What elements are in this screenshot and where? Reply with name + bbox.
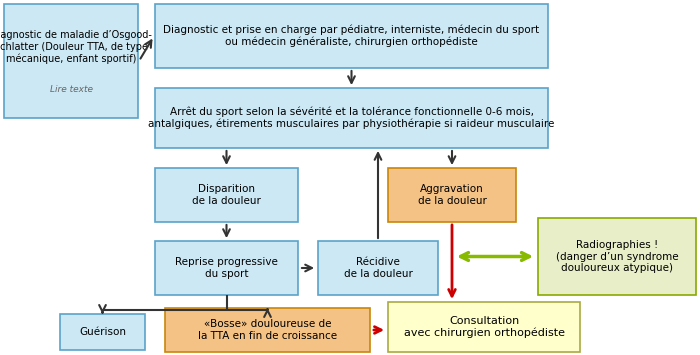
- FancyBboxPatch shape: [155, 88, 548, 148]
- FancyBboxPatch shape: [318, 241, 438, 295]
- Text: Lire texte: Lire texte: [50, 85, 92, 94]
- Text: Diagnostic de maladie d’Osgood-
Schlatter (Douleur TTA, de type
mécanique, enfan: Diagnostic de maladie d’Osgood- Schlatte…: [0, 31, 152, 64]
- FancyBboxPatch shape: [4, 4, 138, 118]
- Text: Radiographies !
(danger d’un syndrome
douloureux atypique): Radiographies ! (danger d’un syndrome do…: [556, 240, 678, 273]
- FancyBboxPatch shape: [388, 302, 580, 352]
- Text: Disparition
de la douleur: Disparition de la douleur: [192, 184, 261, 206]
- FancyBboxPatch shape: [388, 168, 516, 222]
- FancyBboxPatch shape: [155, 4, 548, 68]
- Text: Consultation
avec chirurgien orthopédiste: Consultation avec chirurgien orthopédist…: [403, 316, 564, 338]
- FancyBboxPatch shape: [538, 218, 696, 295]
- FancyBboxPatch shape: [155, 241, 298, 295]
- Text: «Bosse» douloureuse de
la TTA en fin de croissance: «Bosse» douloureuse de la TTA en fin de …: [198, 319, 337, 341]
- Text: Diagnostic et prise en charge par pédiatre, interniste, médecin du sport
ou méde: Diagnostic et prise en charge par pédiat…: [163, 24, 540, 47]
- Text: Arrêt du sport selon la sévérité et la tolérance fonctionnelle 0-6 mois,
antalgi: Arrêt du sport selon la sévérité et la t…: [148, 106, 554, 129]
- Text: Récidive
de la douleur: Récidive de la douleur: [344, 257, 412, 279]
- Text: Reprise progressive
du sport: Reprise progressive du sport: [175, 257, 278, 279]
- FancyBboxPatch shape: [165, 308, 370, 352]
- Text: Aggravation
de la douleur: Aggravation de la douleur: [418, 184, 486, 206]
- FancyBboxPatch shape: [60, 314, 145, 350]
- FancyBboxPatch shape: [155, 168, 298, 222]
- Text: Guérison: Guérison: [79, 327, 126, 337]
